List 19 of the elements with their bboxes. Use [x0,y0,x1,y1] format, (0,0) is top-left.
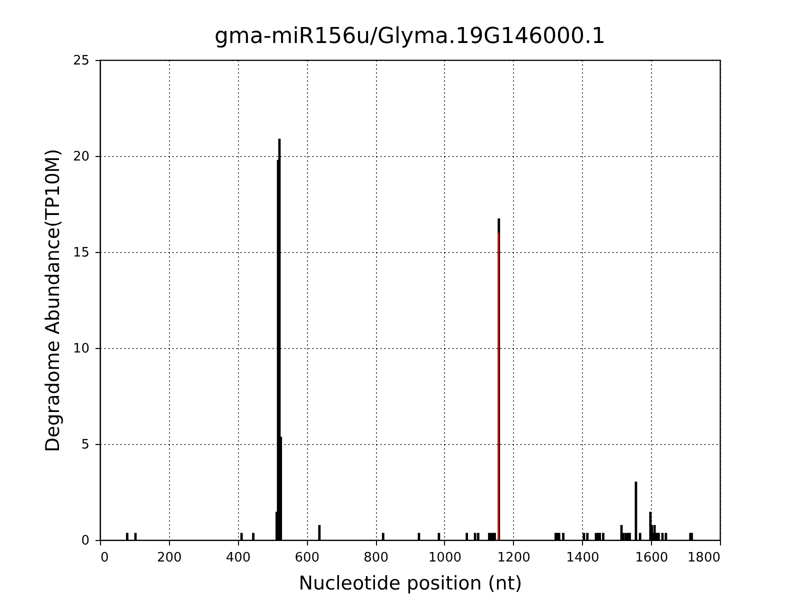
chart-title: gma-miR156u/Glyma.19G146000.1 [214,24,606,49]
y-tick-label: 20 [72,150,90,164]
x-tick-label: 400 [226,550,251,566]
x-axis-title: Nucleotide position (nt) [298,572,522,594]
x-tick-label: 0 [100,550,109,566]
y-axis-title: Degradome Abundance(TP10M) [42,148,64,452]
y-tick-label: 5 [81,438,90,452]
x-tick-label: 800 [364,550,388,566]
x-tick-label: 1800 [687,550,720,566]
x-tick-label: 1400 [566,550,600,566]
x-tick-label: 1200 [497,550,530,566]
x-tick-label: 200 [156,550,182,566]
x-tick-label: 600 [294,550,320,566]
x-tick-label: 1000 [428,550,462,566]
y-tick-label: 25 [72,54,90,68]
x-tick-label: 1600 [635,550,668,566]
y-tick-label: 15 [72,246,90,260]
y-tick-label: 0 [81,534,90,548]
y-tick-label: 10 [72,342,90,356]
